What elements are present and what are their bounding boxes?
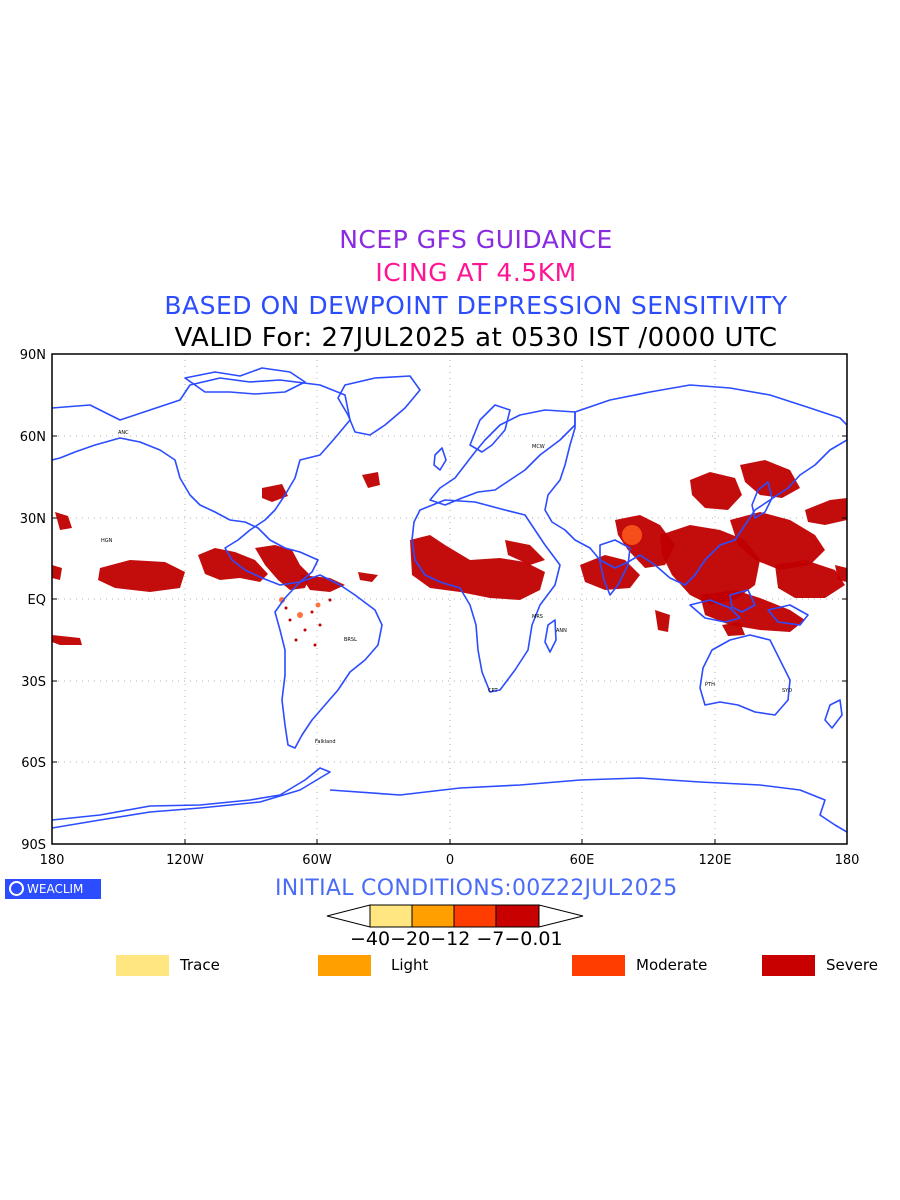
coastline-madagascar	[544, 619, 557, 653]
station-label: ANN	[556, 628, 567, 634]
lat-label: 30N	[20, 512, 46, 527]
legend-label-trace: Trace	[180, 956, 220, 974]
legend-swatch-severe	[762, 955, 815, 976]
coastline-india	[599, 539, 631, 596]
lon-label: 180	[40, 853, 65, 868]
station-label: CPT	[488, 688, 499, 694]
logo-text: WEACLIM	[27, 882, 84, 896]
title-line-1: NCEP GFS GUIDANCE	[339, 225, 613, 254]
coastline-new-zealand	[824, 699, 843, 729]
logo-ring-icon	[9, 881, 24, 896]
colorbar-right-arrow	[538, 904, 584, 928]
coastline-asia	[544, 384, 847, 586]
title-line-3: BASED ON DEWPOINT DEPRESSION SENSITIVITY	[164, 291, 788, 320]
station-label: MRS	[532, 614, 543, 620]
latitude-labels: 90N 60N 30N EQ 30S 60S 90S	[20, 348, 46, 853]
colorbar-segment	[495, 904, 540, 928]
coastline-arctic-islands	[184, 367, 306, 395]
lon-label: 0	[446, 853, 454, 868]
icing-severe-areas	[52, 460, 847, 645]
lon-label: 180	[835, 853, 860, 868]
icing-scattered-points	[284, 598, 332, 647]
coastline-antarctica	[52, 767, 847, 833]
colorbar-segment	[369, 904, 413, 928]
coastline-south-america	[274, 574, 383, 749]
legend-label-light: Light	[391, 956, 429, 974]
coastlines	[52, 367, 847, 833]
axis-ticks	[52, 435, 847, 844]
legend-label-moderate: Moderate	[636, 956, 708, 974]
weaclim-logo: WEACLIM	[5, 879, 101, 899]
station-labels: ANC MCW HGN BRSL Falkland CPT PTH SYD MR…	[101, 430, 792, 745]
legend-label-severe: Severe	[826, 956, 878, 974]
lat-label: 30S	[21, 675, 46, 690]
coastline-indonesia	[689, 599, 741, 623]
coastline-greenland	[337, 375, 421, 436]
coastline-north-america	[52, 377, 351, 586]
colorbar-segment	[453, 904, 497, 928]
colorbar-segment	[411, 904, 455, 928]
legend-swatch-light	[318, 955, 371, 976]
legend-swatch-moderate	[572, 955, 625, 976]
lat-label: 60N	[20, 430, 46, 445]
coastline-japan	[751, 481, 773, 519]
lat-label: EQ	[28, 593, 46, 608]
coastline-australia	[699, 634, 791, 716]
lon-label: 60E	[570, 853, 595, 868]
station-label: Falkland	[315, 739, 336, 745]
coastline-borneo	[729, 589, 756, 613]
lat-label: 90S	[21, 838, 46, 853]
station-label: BRSL	[344, 637, 357, 643]
lat-label: 90N	[20, 348, 46, 363]
coastline-new-guinea	[767, 604, 809, 626]
gridlines	[52, 354, 847, 844]
legend-swatch-trace	[116, 955, 169, 976]
station-label: HGN	[101, 538, 113, 544]
initial-conditions: INITIAL CONDITIONS:00Z22JUL2025	[275, 876, 678, 901]
lat-label: 60S	[21, 756, 46, 771]
coastline-british-isles	[433, 447, 447, 471]
coastline-africa	[411, 499, 561, 693]
colorbar	[326, 904, 584, 928]
coastline-scandinavia	[469, 404, 511, 453]
lon-label: 60W	[302, 853, 332, 868]
colorbar-left-arrow	[326, 904, 371, 928]
station-label: MCW	[532, 444, 545, 450]
lon-label: 120E	[698, 853, 731, 868]
station-label: PTH	[705, 682, 715, 688]
colorbar-tick-labels: −40−20−12 −7−0.01	[350, 928, 563, 950]
station-label: ANC	[118, 430, 129, 436]
title-line-2: ICING AT 4.5KM	[375, 258, 577, 287]
lon-label: 120W	[166, 853, 204, 868]
station-label: SYD	[782, 688, 792, 694]
valid-time: VALID For: 27JUL2025 at 0530 IST /0000 U…	[174, 323, 778, 353]
icing-moderate-areas	[279, 525, 642, 618]
longitude-labels: 180 120W 60W 0 60E 120E 180	[40, 853, 860, 868]
